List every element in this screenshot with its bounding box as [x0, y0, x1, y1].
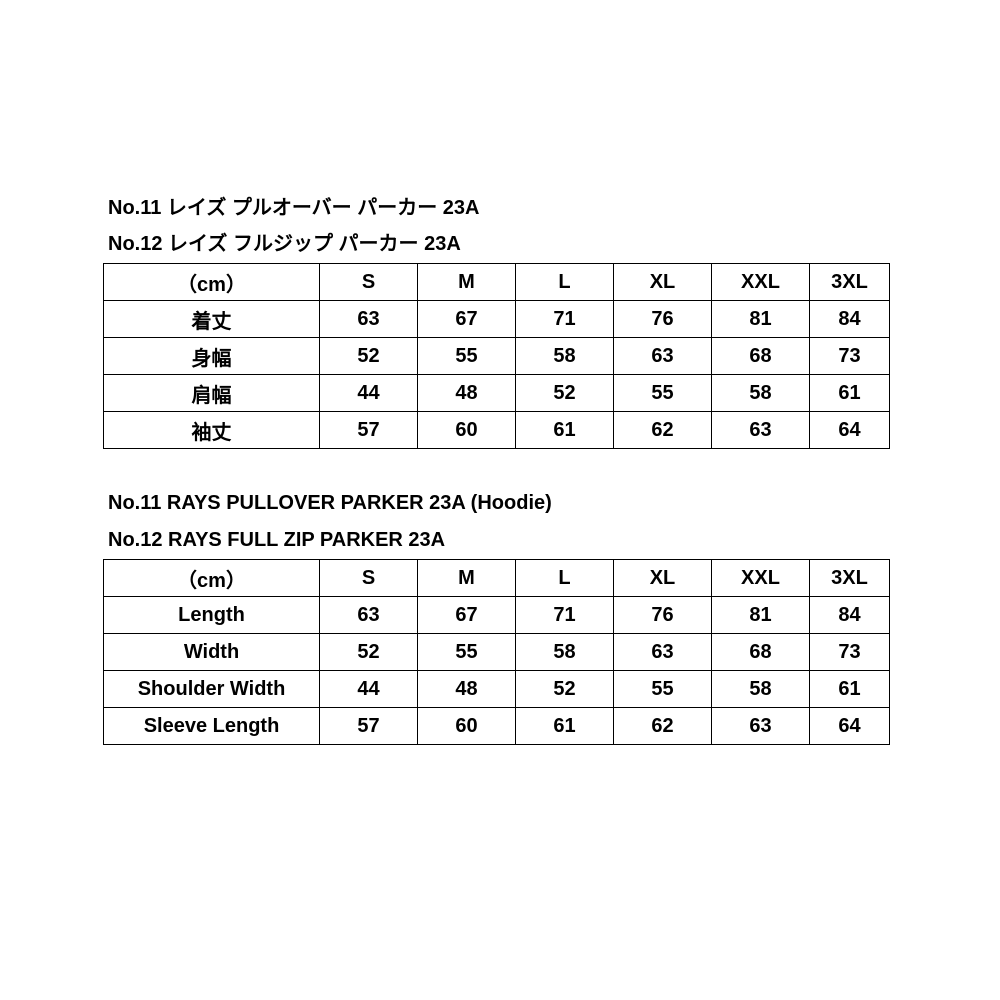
table-cell: 61	[515, 707, 614, 745]
table-row: 身幅 52 55 58 63 68 73	[103, 337, 890, 375]
table-row: 袖丈 57 60 61 62 63 64	[103, 411, 890, 449]
table-cell: 55	[417, 633, 516, 671]
table-row: Shoulder Width 44 48 52 55 58 61	[103, 670, 890, 708]
row-label: 肩幅	[103, 374, 320, 412]
table-cell: 58	[515, 337, 614, 375]
table-cell: 73	[809, 633, 890, 671]
table-cell: 67	[417, 596, 516, 634]
en-size-table: （cm） S M L XL XXL 3XL Length 63 67 71 76 81 84 Width 52…	[103, 559, 890, 745]
table-cell: 61	[809, 374, 890, 412]
table-cell: 55	[613, 670, 712, 708]
table-cell: 63	[711, 707, 810, 745]
table-cell: 84	[809, 596, 890, 634]
column-header: XXL	[711, 263, 810, 301]
table-cell: 84	[809, 300, 890, 338]
table-cell: 48	[417, 374, 516, 412]
column-header: M	[417, 263, 516, 301]
table-cell: 62	[613, 411, 712, 449]
column-header: L	[515, 559, 614, 597]
column-header: XL	[613, 559, 712, 597]
table-cell: 58	[711, 374, 810, 412]
jp-title-1: No.11 レイズ プルオーバー パーカー 23A	[108, 197, 480, 219]
row-label: Width	[103, 633, 320, 671]
column-header: M	[417, 559, 516, 597]
table-cell: 52	[515, 670, 614, 708]
table-cell: 58	[515, 633, 614, 671]
header-row: （cm） S M L XL XXL 3XL	[103, 559, 890, 597]
row-label: 身幅	[103, 337, 320, 375]
table-cell: 71	[515, 300, 614, 338]
table-cell: 57	[319, 411, 418, 449]
table-cell: 63	[613, 337, 712, 375]
column-header: XXL	[711, 559, 810, 597]
jp-size-table: （cm） S M L XL XXL 3XL 着丈 63 67 71 76 81 84 身幅 52 55 58 63 6…	[103, 263, 890, 449]
table-cell: 73	[809, 337, 890, 375]
table-cell: 52	[319, 337, 418, 375]
table-cell: 67	[417, 300, 516, 338]
jp-title-2: No.12 レイズ フルジップ パーカー 23A	[108, 233, 461, 255]
row-label: Shoulder Width	[103, 670, 320, 708]
table-row: Length 63 67 71 76 81 84	[103, 596, 890, 634]
row-label: Length	[103, 596, 320, 634]
table-cell: 64	[809, 411, 890, 449]
table-row: 肩幅 44 48 52 55 58 61	[103, 374, 890, 412]
table-cell: 48	[417, 670, 516, 708]
table-cell: 60	[417, 411, 516, 449]
en-title-2: No.12 RAYS FULL ZIP PARKER 23A	[108, 529, 446, 551]
column-header: 3XL	[809, 559, 890, 597]
column-header: （cm）	[103, 263, 320, 301]
table-cell: 44	[319, 670, 418, 708]
table-cell: 68	[711, 337, 810, 375]
table-cell: 57	[319, 707, 418, 745]
row-label: 着丈	[103, 300, 320, 338]
table-cell: 63	[319, 596, 418, 634]
column-header: 3XL	[809, 263, 890, 301]
table-cell: 52	[515, 374, 614, 412]
table-cell: 55	[417, 337, 516, 375]
table-cell: 58	[711, 670, 810, 708]
table-cell: 71	[515, 596, 614, 634]
table-cell: 81	[711, 300, 810, 338]
column-header: S	[319, 263, 418, 301]
table-cell: 76	[613, 300, 712, 338]
table-row: 着丈 63 67 71 76 81 84	[103, 300, 890, 338]
column-header: （cm）	[103, 559, 320, 597]
table-cell: 44	[319, 374, 418, 412]
table-cell: 68	[711, 633, 810, 671]
table-cell: 55	[613, 374, 712, 412]
table-cell: 61	[809, 670, 890, 708]
table-cell: 61	[515, 411, 614, 449]
table-cell: 62	[613, 707, 712, 745]
table-cell: 63	[711, 411, 810, 449]
table-cell: 63	[613, 633, 712, 671]
table-row: Sleeve Length 57 60 61 62 63 64	[103, 707, 890, 745]
table-cell: 52	[319, 633, 418, 671]
table-cell: 81	[711, 596, 810, 634]
row-label: 袖丈	[103, 411, 320, 449]
column-header: S	[319, 559, 418, 597]
column-header: L	[515, 263, 614, 301]
table-cell: 63	[319, 300, 418, 338]
en-title-1: No.11 RAYS PULLOVER PARKER 23A (Hoodie)	[108, 492, 552, 514]
table-cell: 60	[417, 707, 516, 745]
header-row: （cm） S M L XL XXL 3XL	[103, 263, 890, 301]
column-header: XL	[613, 263, 712, 301]
table-cell: 76	[613, 596, 712, 634]
table-row: Width 52 55 58 63 68 73	[103, 633, 890, 671]
row-label: Sleeve Length	[103, 707, 320, 745]
table-cell: 64	[809, 707, 890, 745]
